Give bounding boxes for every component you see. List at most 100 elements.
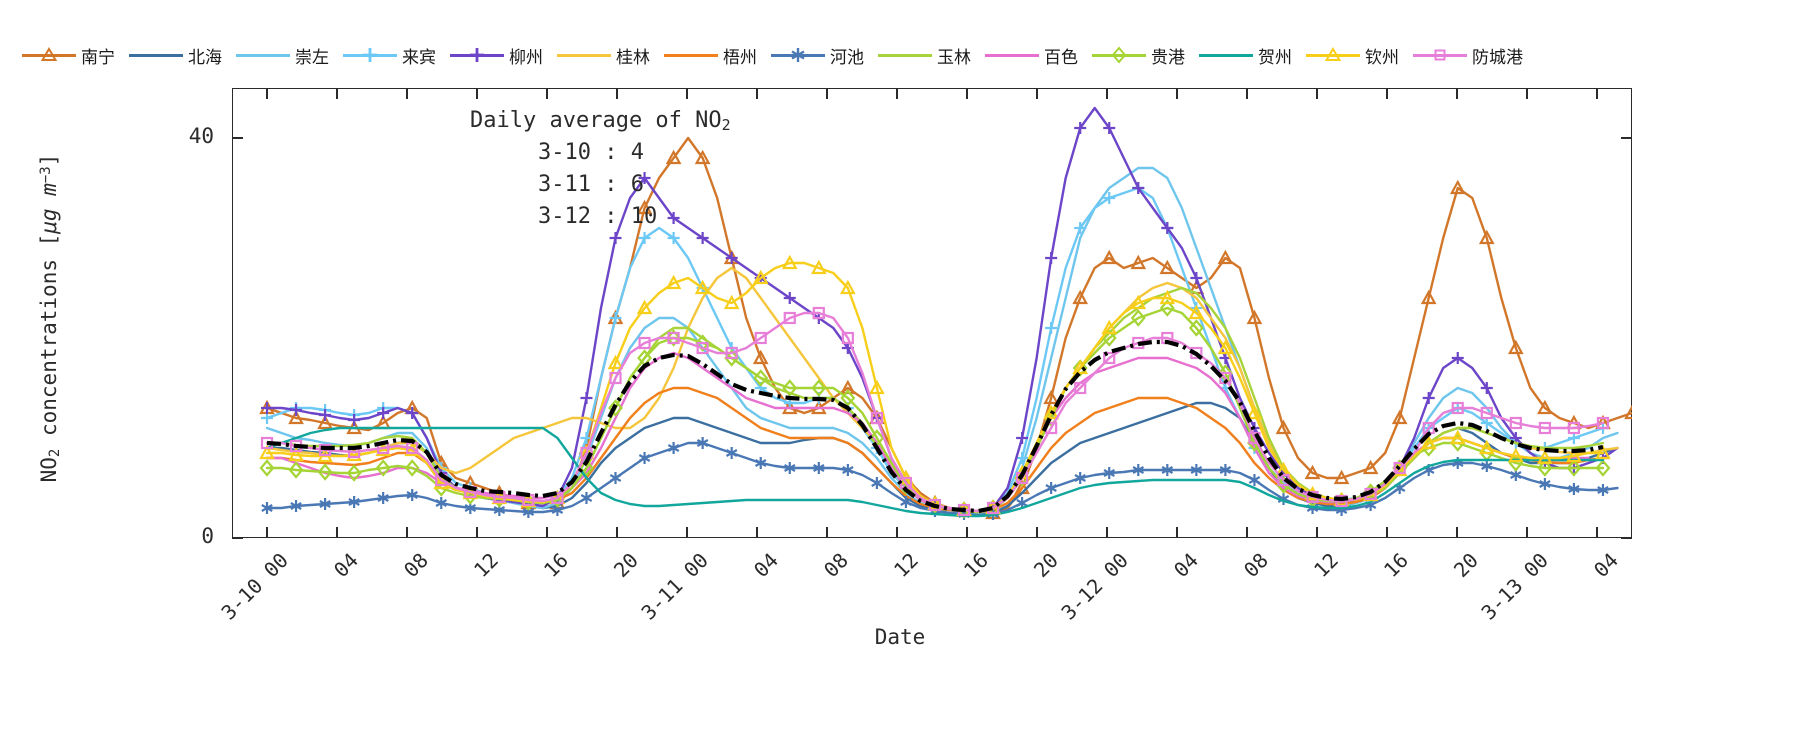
x-tick-mark-top-15	[1316, 88, 1318, 99]
series-11	[265, 426, 1605, 518]
legend-swatch-diamond-icon	[1092, 46, 1146, 64]
legend-swatch-none-icon	[129, 46, 183, 64]
x-tick-mark-top-9	[896, 88, 898, 99]
x-tick-mark-8	[826, 527, 828, 538]
legend-item-13[interactable]: 防城港	[1413, 43, 1523, 68]
legend-swatch-none-icon	[985, 46, 1039, 64]
legend-label: 来宾	[402, 47, 436, 68]
x-tick-mark-top-11	[1036, 88, 1038, 99]
legend-swatch-none-icon	[557, 46, 611, 64]
x-tick-mark-2	[406, 527, 408, 538]
legend-item-10[interactable]: 贵港	[1092, 43, 1185, 68]
legend-label: 梧州	[723, 47, 757, 68]
x-tick-mark-5	[616, 527, 618, 538]
x-tick-mark-top-13	[1176, 88, 1178, 99]
series-0	[259, 136, 1632, 520]
legend-item-0[interactable]: 南宁	[22, 43, 115, 68]
y-tick-mark-0	[232, 537, 243, 539]
x-axis-label: Date	[874, 625, 926, 649]
legend-label: 南宁	[81, 47, 115, 68]
x-tick-mark-14	[1246, 527, 1248, 538]
y-tick-label-1: 40	[188, 124, 214, 148]
x-tick-mark-top-19	[1596, 88, 1598, 99]
legend-label: 河池	[830, 47, 864, 68]
legend-swatch-plus-icon	[450, 46, 504, 64]
legend-label: 北海	[188, 47, 222, 68]
series-5	[265, 266, 1619, 514]
x-tick-mark-7	[756, 527, 758, 538]
x-tick-mark-top-14	[1246, 88, 1248, 99]
legend-swatch-square-icon	[1413, 46, 1467, 64]
legend-swatch-triangle-icon	[1306, 46, 1360, 64]
legend-swatch-none-icon	[878, 46, 932, 64]
legend-swatch-none-icon	[1199, 46, 1253, 64]
x-tick-mark-17	[1456, 527, 1458, 538]
legend-item-8[interactable]: 玉林	[878, 43, 971, 68]
x-tick-mark-9	[896, 527, 898, 538]
x-tick-mark-top-16	[1386, 88, 1388, 99]
x-tick-mark-10	[966, 527, 968, 538]
legend-swatch-plus-icon	[343, 46, 397, 64]
x-tick-mark-18	[1526, 527, 1528, 538]
legend-label: 玉林	[937, 47, 971, 68]
series-2	[265, 166, 1619, 515]
x-tick-mark-top-2	[406, 88, 408, 99]
legend-label: 防城港	[1472, 47, 1523, 68]
y-tick-mark-right-1	[1621, 137, 1632, 139]
y-tick-mark-1	[232, 137, 243, 139]
x-tick-mark-13	[1176, 527, 1178, 538]
x-tick-mark-0	[266, 527, 268, 538]
x-tick-mark-top-1	[336, 88, 338, 99]
legend-label: 钦州	[1365, 47, 1399, 68]
y-tick-mark-right-0	[1621, 537, 1632, 539]
legend-item-11[interactable]: 贺州	[1199, 43, 1292, 68]
legend-label: 贵港	[1151, 47, 1185, 68]
x-tick-mark-15	[1316, 527, 1318, 538]
legend-item-3[interactable]: 来宾	[343, 43, 436, 68]
legend-item-6[interactable]: 梧州	[664, 43, 757, 68]
legend-label: 贺州	[1258, 47, 1292, 68]
legend-swatch-triangle-icon	[22, 46, 76, 64]
legend-label: 崇左	[295, 47, 329, 68]
legend-item-1[interactable]: 北海	[129, 43, 222, 68]
series-svg	[259, 106, 1632, 520]
x-tick-mark-top-4	[546, 88, 548, 99]
legend-item-7[interactable]: 河池	[771, 43, 864, 68]
y-tick-label-0: 0	[201, 524, 214, 548]
chart-legend: 南宁 北海 崇左 来宾 柳州 桂林 梧州 河池 玉林 百色 贵港 贺州 钦州 防城港	[22, 38, 1782, 72]
x-tick-mark-top-7	[756, 88, 758, 99]
series-7	[261, 437, 1619, 520]
legend-label: 桂林	[616, 47, 650, 68]
legend-item-4[interactable]: 柳州	[450, 43, 543, 68]
x-tick-mark-top-17	[1456, 88, 1458, 99]
x-tick-mark-top-12	[1106, 88, 1108, 99]
legend-label: 柳州	[509, 47, 543, 68]
legend-swatch-none-icon	[236, 46, 290, 64]
mean-series	[266, 339, 1604, 514]
legend-label: 百色	[1044, 47, 1078, 68]
legend-item-2[interactable]: 崇左	[236, 43, 329, 68]
legend-swatch-none-icon	[664, 46, 718, 64]
x-tick-mark-16	[1386, 527, 1388, 538]
x-tick-mark-4	[546, 527, 548, 538]
x-tick-mark-19	[1596, 527, 1598, 538]
x-tick-mark-top-8	[826, 88, 828, 99]
x-tick-mark-top-6	[686, 88, 688, 99]
x-tick-mark-top-0	[266, 88, 268, 99]
series-8	[265, 286, 1605, 514]
legend-item-9[interactable]: 百色	[985, 43, 1078, 68]
x-tick-mark-top-10	[966, 88, 968, 99]
x-tick-mark-12	[1106, 527, 1108, 538]
x-tick-mark-6	[686, 527, 688, 538]
legend-item-5[interactable]: 桂林	[557, 43, 650, 68]
y-axis-label: NO2 concentrations [μg m−3]	[37, 153, 63, 483]
x-tick-mark-3	[476, 527, 478, 538]
x-tick-mark-1	[336, 527, 338, 538]
legend-item-12[interactable]: 钦州	[1306, 43, 1399, 68]
x-tick-mark-11	[1036, 527, 1038, 538]
x-tick-mark-top-18	[1526, 88, 1528, 99]
x-tick-mark-top-5	[616, 88, 618, 99]
legend-swatch-asterisk-icon	[771, 46, 825, 64]
